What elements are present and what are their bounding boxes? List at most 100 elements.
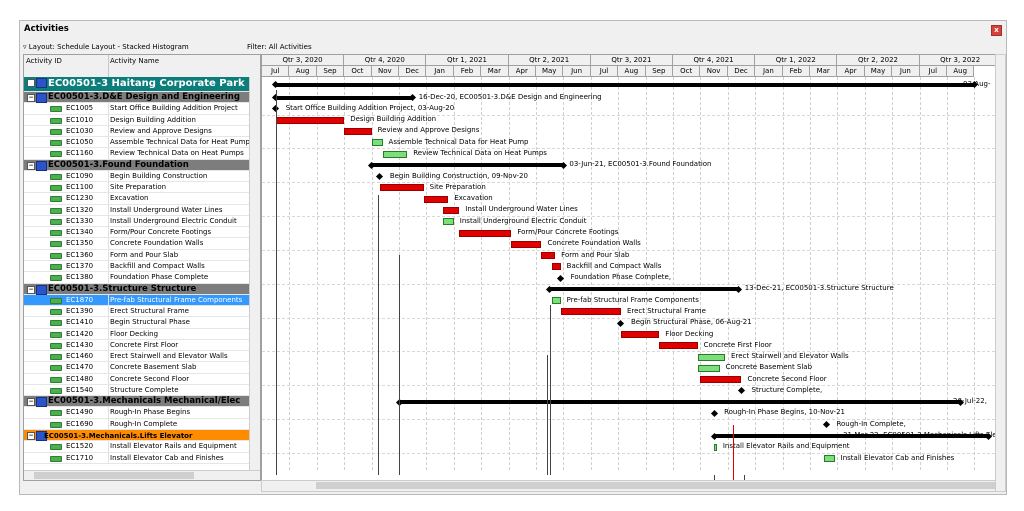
month-gridline (645, 77, 647, 470)
cell-divider (108, 294, 109, 306)
cell-divider (108, 193, 109, 204)
activity-bar[interactable] (371, 139, 383, 147)
scroll-thumb[interactable] (34, 472, 194, 479)
table-row[interactable]: EC1360 Form and Pour Slab (24, 249, 260, 261)
activity-bar[interactable] (552, 297, 561, 305)
critical-activity-bar[interactable] (379, 184, 424, 192)
table-row[interactable]: EC1330 Install Underground Electric Condu… (24, 215, 260, 228)
critical-activity-bar[interactable] (511, 240, 542, 248)
table-row[interactable]: EC1430 Concrete First Floor (24, 339, 260, 352)
collapse-icon[interactable]: − (27, 94, 35, 102)
table-row[interactable]: EC1540 Structure Complete (24, 384, 260, 397)
table-row[interactable]: EC1350 Concrete Foundation Walls (24, 238, 260, 250)
milestone-marker[interactable] (737, 387, 746, 395)
column-activity-name[interactable]: Activity Name (110, 57, 160, 65)
collapse-icon[interactable]: − (27, 398, 35, 407)
critical-activity-bar[interactable] (659, 342, 698, 350)
gantt-vertical-scrollbar[interactable] (995, 54, 1006, 492)
table-row[interactable]: EC1410 Begin Structural Phase (24, 317, 260, 329)
cell-divider (108, 182, 109, 193)
table-row[interactable]: EC1490 Rough-In Phase Begins (24, 407, 260, 419)
filter-label: Filter: All Activities (247, 43, 312, 51)
critical-activity-bar[interactable] (275, 116, 345, 124)
wbs-row[interactable]: − EC00501-3.Found Foundation (24, 159, 260, 171)
collapse-icon[interactable]: − (27, 161, 35, 170)
critical-activity-bar[interactable] (552, 263, 561, 271)
table-row[interactable]: EC1370 Backfill and Compact Walls (24, 260, 260, 273)
milestone-marker[interactable] (710, 409, 718, 418)
column-activity-id[interactable]: Activity ID (26, 57, 62, 65)
wbs-row[interactable]: − EC00501-3.Mechanicals Mechanical/Elec (24, 396, 260, 408)
activity-id: EC1370 (66, 261, 94, 270)
vertical-scrollbar[interactable] (249, 77, 260, 470)
collapse-icon[interactable]: − (27, 79, 35, 87)
close-icon[interactable]: x (991, 25, 1002, 36)
wbs-row[interactable]: − EC00501-3.D&E Design and Engineering (24, 92, 260, 104)
activity-bar[interactable] (382, 150, 408, 158)
table-row[interactable]: EC1090 Begin Building Construction (24, 170, 260, 183)
activity-bar[interactable] (697, 353, 726, 361)
activity-bar[interactable] (823, 455, 835, 463)
table-row[interactable]: EC1010 Design Building Addition (24, 114, 260, 126)
table-row[interactable]: EC1690 Rough-In Complete (24, 418, 260, 430)
table-row[interactable]: EC1460 Erect Stairwell and Elevator Walls (24, 351, 260, 363)
gantt-horizontal-scrollbar[interactable] (261, 480, 1006, 492)
wbs-row[interactable]: − EC00501-3.Structure Structure (24, 283, 260, 295)
critical-activity-bar[interactable] (620, 331, 660, 339)
collapse-icon[interactable]: − (27, 431, 35, 440)
activity-name: Structure Complete (110, 385, 179, 394)
table-row-selected[interactable]: EC1870 Pre-fab Structural Frame Component… (24, 294, 260, 307)
activity-bar[interactable] (714, 443, 718, 451)
summary-bar[interactable] (399, 400, 961, 405)
critical-activity-bar[interactable] (423, 195, 449, 203)
wbs-row[interactable]: − EC00501-3.Mechanicals.Lifts Elevator (24, 429, 260, 442)
column-divider[interactable] (108, 55, 109, 77)
table-row[interactable]: EC1480 Concrete Second Floor (24, 373, 260, 385)
critical-activity-bar[interactable] (459, 229, 512, 237)
activity-bar[interactable] (442, 218, 454, 226)
project-row[interactable]: − EC00501-3 Haitang Corporate Park (24, 77, 260, 92)
activity-bar-icon (50, 320, 62, 327)
milestone-marker[interactable] (822, 421, 830, 429)
table-row[interactable]: EC1320 Install Underground Water Lines (24, 204, 260, 216)
milestone-marker[interactable] (617, 319, 625, 327)
layout-label[interactable]: ▿ Layout: Schedule Layout - Stacked Hist… (23, 43, 189, 51)
summary-bar[interactable] (371, 163, 564, 168)
chevron-down-icon[interactable]: ▿ (23, 43, 29, 51)
bar-label: 03-Jun-21, EC00501-3.Found Foundation (569, 160, 712, 169)
table-row[interactable]: EC1050 Assemble Technical Data for Heat P… (24, 137, 260, 149)
milestone-marker[interactable] (376, 173, 384, 181)
summary-bar[interactable] (275, 82, 975, 87)
table-row[interactable]: EC1340 Form/Pour Concrete Footings (24, 227, 260, 239)
month-gridline (316, 77, 318, 470)
table-row[interactable]: EC1100 Site Preparation (24, 182, 260, 194)
table-row[interactable]: EC1390 Erect Structural Frame (24, 306, 260, 318)
month-header: Jan (755, 66, 783, 77)
activity-id: EC1160 (66, 149, 94, 158)
critical-activity-bar[interactable] (442, 206, 460, 214)
summary-bar[interactable] (549, 287, 739, 292)
table-row[interactable]: EC1380 Foundation Phase Complete (24, 272, 260, 284)
table-row[interactable]: EC1160 Review Technical Data on Heat Pump… (24, 148, 260, 160)
activity-name: Install Elevator Rails and Equipment (110, 442, 237, 451)
table-row[interactable]: EC1520 Install Elevator Rails and Equipme… (24, 441, 260, 453)
table-row[interactable]: EC1470 Concrete Basement Slab (24, 362, 260, 374)
table-row[interactable]: EC1030 Review and Approve Designs (24, 125, 260, 138)
row-gridline (262, 317, 995, 319)
bar-label: Install Underground Water Lines (465, 205, 578, 214)
table-row[interactable]: EC1420 Floor Decking (24, 328, 260, 340)
critical-activity-bar[interactable] (700, 376, 742, 384)
horizontal-scrollbar[interactable] (24, 470, 260, 480)
critical-activity-bar[interactable] (344, 127, 372, 135)
scroll-thumb[interactable] (316, 482, 1006, 489)
critical-activity-bar[interactable] (541, 252, 556, 260)
summary-bar[interactable] (275, 95, 413, 100)
critical-activity-bar[interactable] (560, 308, 621, 316)
table-row[interactable]: EC1005 Start Office Building Addition Pro… (24, 103, 260, 115)
table-row[interactable]: EC1710 Install Elevator Cab and Finishes (24, 452, 260, 464)
summary-bar[interactable] (714, 434, 989, 439)
table-row[interactable]: EC1230 Excavation (24, 193, 260, 205)
collapse-icon[interactable]: − (27, 285, 35, 294)
activity-bar[interactable] (697, 364, 720, 372)
month-header: Nov (700, 66, 728, 77)
